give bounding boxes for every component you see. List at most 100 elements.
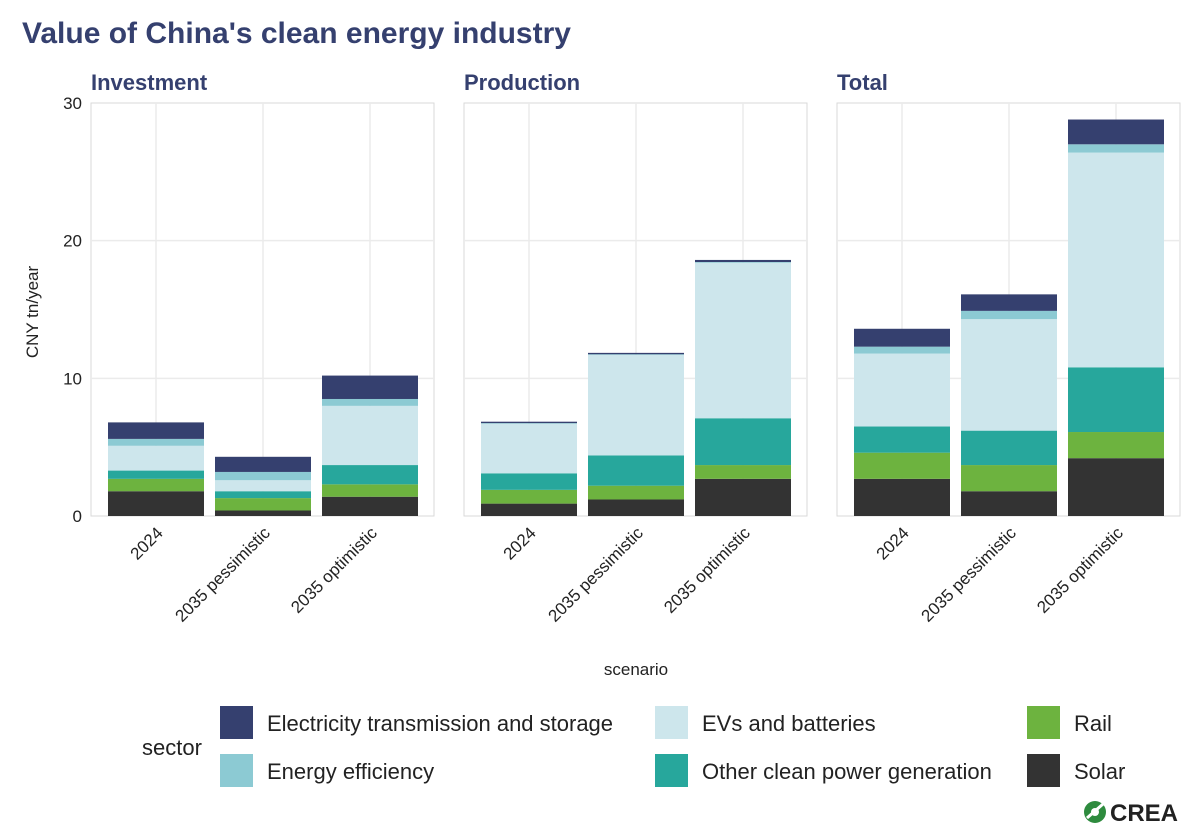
facet-investment: Investment 2024 2035 pessimistic 2035 optim… (90, 70, 435, 626)
bar-segment-ev (215, 480, 311, 492)
facet-title: Total (837, 70, 888, 95)
legend-label: Solar (1074, 759, 1125, 784)
bar-segment-solar (961, 491, 1057, 516)
bar-segment-ocpg (108, 470, 204, 479)
bar-segment-rail (481, 489, 577, 504)
bar-stack (961, 294, 1057, 516)
x-tick-label: 2035 pessimistic (172, 523, 275, 626)
bar-segment-rail (695, 465, 791, 479)
legend-swatch (1027, 706, 1060, 739)
x-tick-label: 2024 (500, 523, 540, 563)
bar-segment-ee (322, 398, 418, 406)
x-tick-label: 2024 (127, 523, 167, 563)
bar-segment-rail (215, 498, 311, 511)
legend-item-ev: EVs and batteries (655, 706, 876, 739)
legend-label: Rail (1074, 711, 1112, 736)
bar-segment-ee (695, 262, 791, 263)
bar-segment-ocpg (1068, 367, 1164, 433)
bar-segment-rail (322, 484, 418, 497)
bar-segment-rail (588, 485, 684, 500)
bar-stack (1068, 119, 1164, 516)
bar-segment-ev (481, 423, 577, 474)
y-tick-label: 30 (63, 94, 82, 113)
bar-segment-ocpg (215, 491, 311, 499)
legend-item-ocpg: Other clean power generation (655, 754, 992, 787)
chart-title: Value of China's clean energy industry (22, 17, 571, 50)
bar-segment-solar (695, 478, 791, 516)
bar-segment-ev (695, 262, 791, 419)
bar-segment-ee (481, 423, 577, 424)
crea-logo-text: CREA (1110, 800, 1178, 827)
bar-segment-solar (108, 491, 204, 516)
bar-segment-ee (215, 471, 311, 481)
legend-label: Energy efficiency (267, 759, 434, 784)
bar-segment-ocpg (854, 426, 950, 453)
legend-swatch (1027, 754, 1060, 787)
y-axis-title: CNY tn/year (23, 266, 42, 359)
bar-stack (854, 328, 950, 516)
bar-segment-solar (481, 503, 577, 516)
bar-segment-rail (1068, 432, 1164, 459)
bar-segment-ocpg (961, 430, 1057, 466)
bar-segment-ocpg (481, 473, 577, 490)
crea-logo: CREA (1084, 800, 1178, 827)
bar-segment-ee (961, 310, 1057, 320)
legend: sector Electricity transmission and stor… (142, 706, 1125, 787)
bar-segment-rail (961, 465, 1057, 492)
bar-segment-solar (854, 478, 950, 516)
bar-stack (108, 422, 204, 516)
legend-item-rail: Rail (1027, 706, 1112, 739)
legend-label: EVs and batteries (702, 711, 876, 736)
bar-segment-ev (322, 405, 418, 466)
bar-segment-ee (588, 354, 684, 355)
bar-segment-ee (854, 346, 950, 354)
legend-item-ets: Electricity transmission and storage (220, 706, 613, 739)
y-tick-label: 20 (63, 232, 82, 251)
facet-production: Production 2024 2035 pessimistic 2035 optim… (463, 70, 808, 626)
x-tick-label: 2024 (873, 523, 913, 563)
bar-stack (695, 259, 791, 516)
bar-segment-ev (588, 354, 684, 456)
x-tick-label: 2035 optimistic (660, 523, 754, 617)
facet-total: Total 2024 2035 pessimistic 2035 optimistic (836, 70, 1181, 626)
bar-segment-ets (481, 421, 577, 424)
x-axis-title: scenario (604, 660, 668, 679)
crea-leaf-icon (1084, 801, 1106, 823)
bar-stack (481, 421, 577, 516)
bar-segment-ets (854, 328, 950, 347)
legend-title: sector (142, 735, 202, 760)
bar-segment-ets (322, 375, 418, 399)
bar-segment-ets (108, 422, 204, 439)
bar-segment-ets (961, 294, 1057, 311)
bar-segment-ets (588, 352, 684, 355)
bar-segment-ocpg (322, 465, 418, 485)
facet-title: Investment (91, 70, 208, 95)
bar-segment-solar (588, 499, 684, 516)
bar-segment-solar (215, 510, 311, 516)
x-tick-label: 2035 optimistic (1033, 523, 1127, 617)
bar-segment-solar (1068, 458, 1164, 516)
bar-stack (588, 352, 684, 516)
legend-swatch (655, 754, 688, 787)
x-tick-label: 2035 pessimistic (918, 523, 1021, 626)
x-tick-label: 2035 pessimistic (545, 523, 648, 626)
bar-segment-ev (961, 319, 1057, 431)
bar-segment-rail (854, 452, 950, 479)
legend-swatch (655, 706, 688, 739)
bar-segment-ee (108, 438, 204, 446)
legend-item-solar: Solar (1027, 754, 1125, 787)
bar-segment-ev (854, 353, 950, 427)
bar-segment-ee (1068, 144, 1164, 153)
legend-item-ee: Energy efficiency (220, 754, 434, 787)
legend-label: Electricity transmission and storage (267, 711, 613, 736)
bar-segment-ev (108, 445, 204, 471)
x-tick-label: 2035 optimistic (287, 523, 381, 617)
bar-stack (322, 375, 418, 516)
bar-segment-ets (695, 259, 791, 263)
bar-segment-solar (322, 496, 418, 516)
facet-title: Production (464, 70, 580, 95)
legend-label: Other clean power generation (702, 759, 992, 784)
y-tick-label: 0 (73, 507, 82, 526)
legend-swatch (220, 754, 253, 787)
